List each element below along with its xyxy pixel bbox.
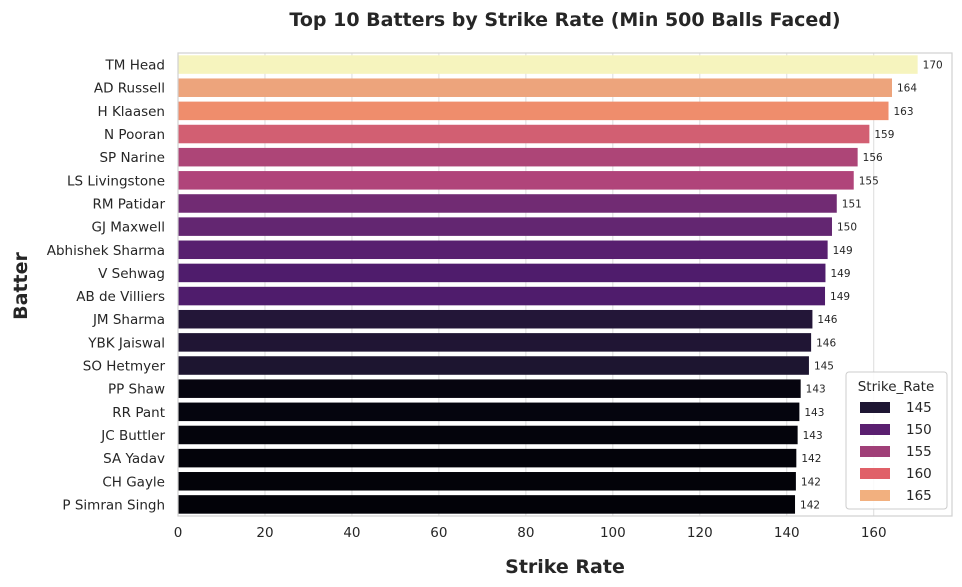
bar-value-label: 143 xyxy=(806,384,826,396)
bar-value-label: 156 xyxy=(863,152,883,164)
legend-entry-label: 165 xyxy=(906,488,932,504)
bar-value-label: 151 xyxy=(842,198,862,210)
bar xyxy=(178,171,854,190)
x-tick-label: 100 xyxy=(600,525,626,541)
legend-swatch xyxy=(860,468,890,479)
y-tick-label: SP Narine xyxy=(99,150,165,166)
y-tick-label: SA Yadav xyxy=(103,451,165,467)
legend-swatch xyxy=(860,402,890,413)
legend-entry-label: 160 xyxy=(906,466,932,482)
y-tick-label: TM Head xyxy=(105,58,165,74)
bar-value-label: 146 xyxy=(817,314,837,326)
y-tick-label: AD Russell xyxy=(94,81,165,97)
legend-title: Strike_Rate xyxy=(858,379,935,395)
y-tick-label: N Pooran xyxy=(104,127,165,143)
bar-value-label: 142 xyxy=(801,476,821,488)
bar-value-label: 149 xyxy=(833,245,853,257)
y-tick-labels: TM Head AD Russell H Klaasen N Pooran SP Nar… xyxy=(47,58,166,514)
bar xyxy=(178,333,812,352)
bar xyxy=(178,194,837,213)
x-tick-label: 140 xyxy=(774,525,800,541)
bar xyxy=(178,448,797,468)
y-tick-label: RR Pant xyxy=(112,405,165,421)
y-tick-label: YBK Jaiswal xyxy=(87,335,165,351)
legend: Strike_Rate 145 150 155 160 165 xyxy=(845,371,948,510)
bar xyxy=(178,263,826,283)
x-tick-label: 60 xyxy=(430,525,447,541)
bar xyxy=(178,217,832,236)
y-tick-label: Abhishek Sharma xyxy=(47,243,165,259)
bar-value-label: 159 xyxy=(874,129,894,141)
x-tick-label: 80 xyxy=(517,525,534,541)
bar-value-label: 155 xyxy=(859,175,879,187)
legend-swatch xyxy=(860,446,890,457)
x-tick-label: 160 xyxy=(861,525,887,541)
bar-value-label: 149 xyxy=(830,268,850,280)
x-tick-label: 40 xyxy=(343,525,360,541)
bar xyxy=(178,309,813,329)
bar xyxy=(178,286,826,306)
y-tick-label: CH Gayle xyxy=(102,474,165,490)
legend-entry-label: 155 xyxy=(906,444,932,460)
y-tick-label: P Simran Singh xyxy=(62,497,165,513)
y-tick-label: LS Livingstone xyxy=(67,173,165,189)
y-tick-label: GJ Maxwell xyxy=(92,220,166,236)
legend-swatch xyxy=(860,424,890,435)
bar xyxy=(178,379,801,398)
grid-lines xyxy=(177,53,875,516)
bar xyxy=(178,55,918,74)
bar xyxy=(178,101,889,121)
x-tick-label: 0 xyxy=(174,525,183,541)
y-tick-label: V Sehwag xyxy=(98,266,165,282)
x-tick-label: 120 xyxy=(687,525,713,541)
bar xyxy=(178,402,800,422)
bar xyxy=(178,124,870,144)
bar xyxy=(178,78,892,97)
legend-entry-label: 150 xyxy=(906,422,932,438)
y-tick-label: SO Hetmyer xyxy=(83,359,166,375)
bar xyxy=(178,425,798,445)
bar-value-label: 170 xyxy=(923,60,943,72)
y-axis-label: Batter xyxy=(10,252,32,320)
y-tick-label: PP Shaw xyxy=(108,382,165,398)
bar xyxy=(178,240,828,260)
bar xyxy=(178,472,796,491)
bar-value-label: 145 xyxy=(814,361,834,373)
chart-title: Top 10 Batters by Strike Rate (Min 500 B… xyxy=(289,9,840,31)
bar xyxy=(178,356,809,375)
bar xyxy=(178,147,858,167)
bar-value-label: 146 xyxy=(816,337,836,349)
y-tick-label: JM Sharma xyxy=(92,312,165,328)
x-axis-label: Strike Rate xyxy=(505,556,625,578)
x-tick-label: 20 xyxy=(256,525,273,541)
x-tick-labels: 0 20 40 60 80 100 120 140 160 xyxy=(174,525,887,541)
legend-swatch xyxy=(860,490,890,501)
bar-value-label: 142 xyxy=(801,453,821,465)
legend-entries: 145 150 155 160 165 xyxy=(860,400,932,504)
y-tick-label: H Klaasen xyxy=(98,104,166,120)
bar-value-label: 143 xyxy=(804,407,824,419)
legend-entry-label: 145 xyxy=(906,400,932,416)
plot-frame xyxy=(177,52,953,517)
bar-value-label: 164 xyxy=(897,83,917,95)
y-tick-label: RM Patidar xyxy=(92,196,165,212)
bar-value-label: 150 xyxy=(837,222,857,234)
bar-value-label: 143 xyxy=(803,430,823,442)
y-tick-label: JC Buttler xyxy=(100,428,165,444)
bar-value-label: 149 xyxy=(830,291,850,303)
bar-value-label: 142 xyxy=(800,499,820,511)
bar-value-label: 163 xyxy=(894,106,914,118)
bar xyxy=(178,495,796,514)
y-tick-label: AB de Villiers xyxy=(76,289,165,305)
